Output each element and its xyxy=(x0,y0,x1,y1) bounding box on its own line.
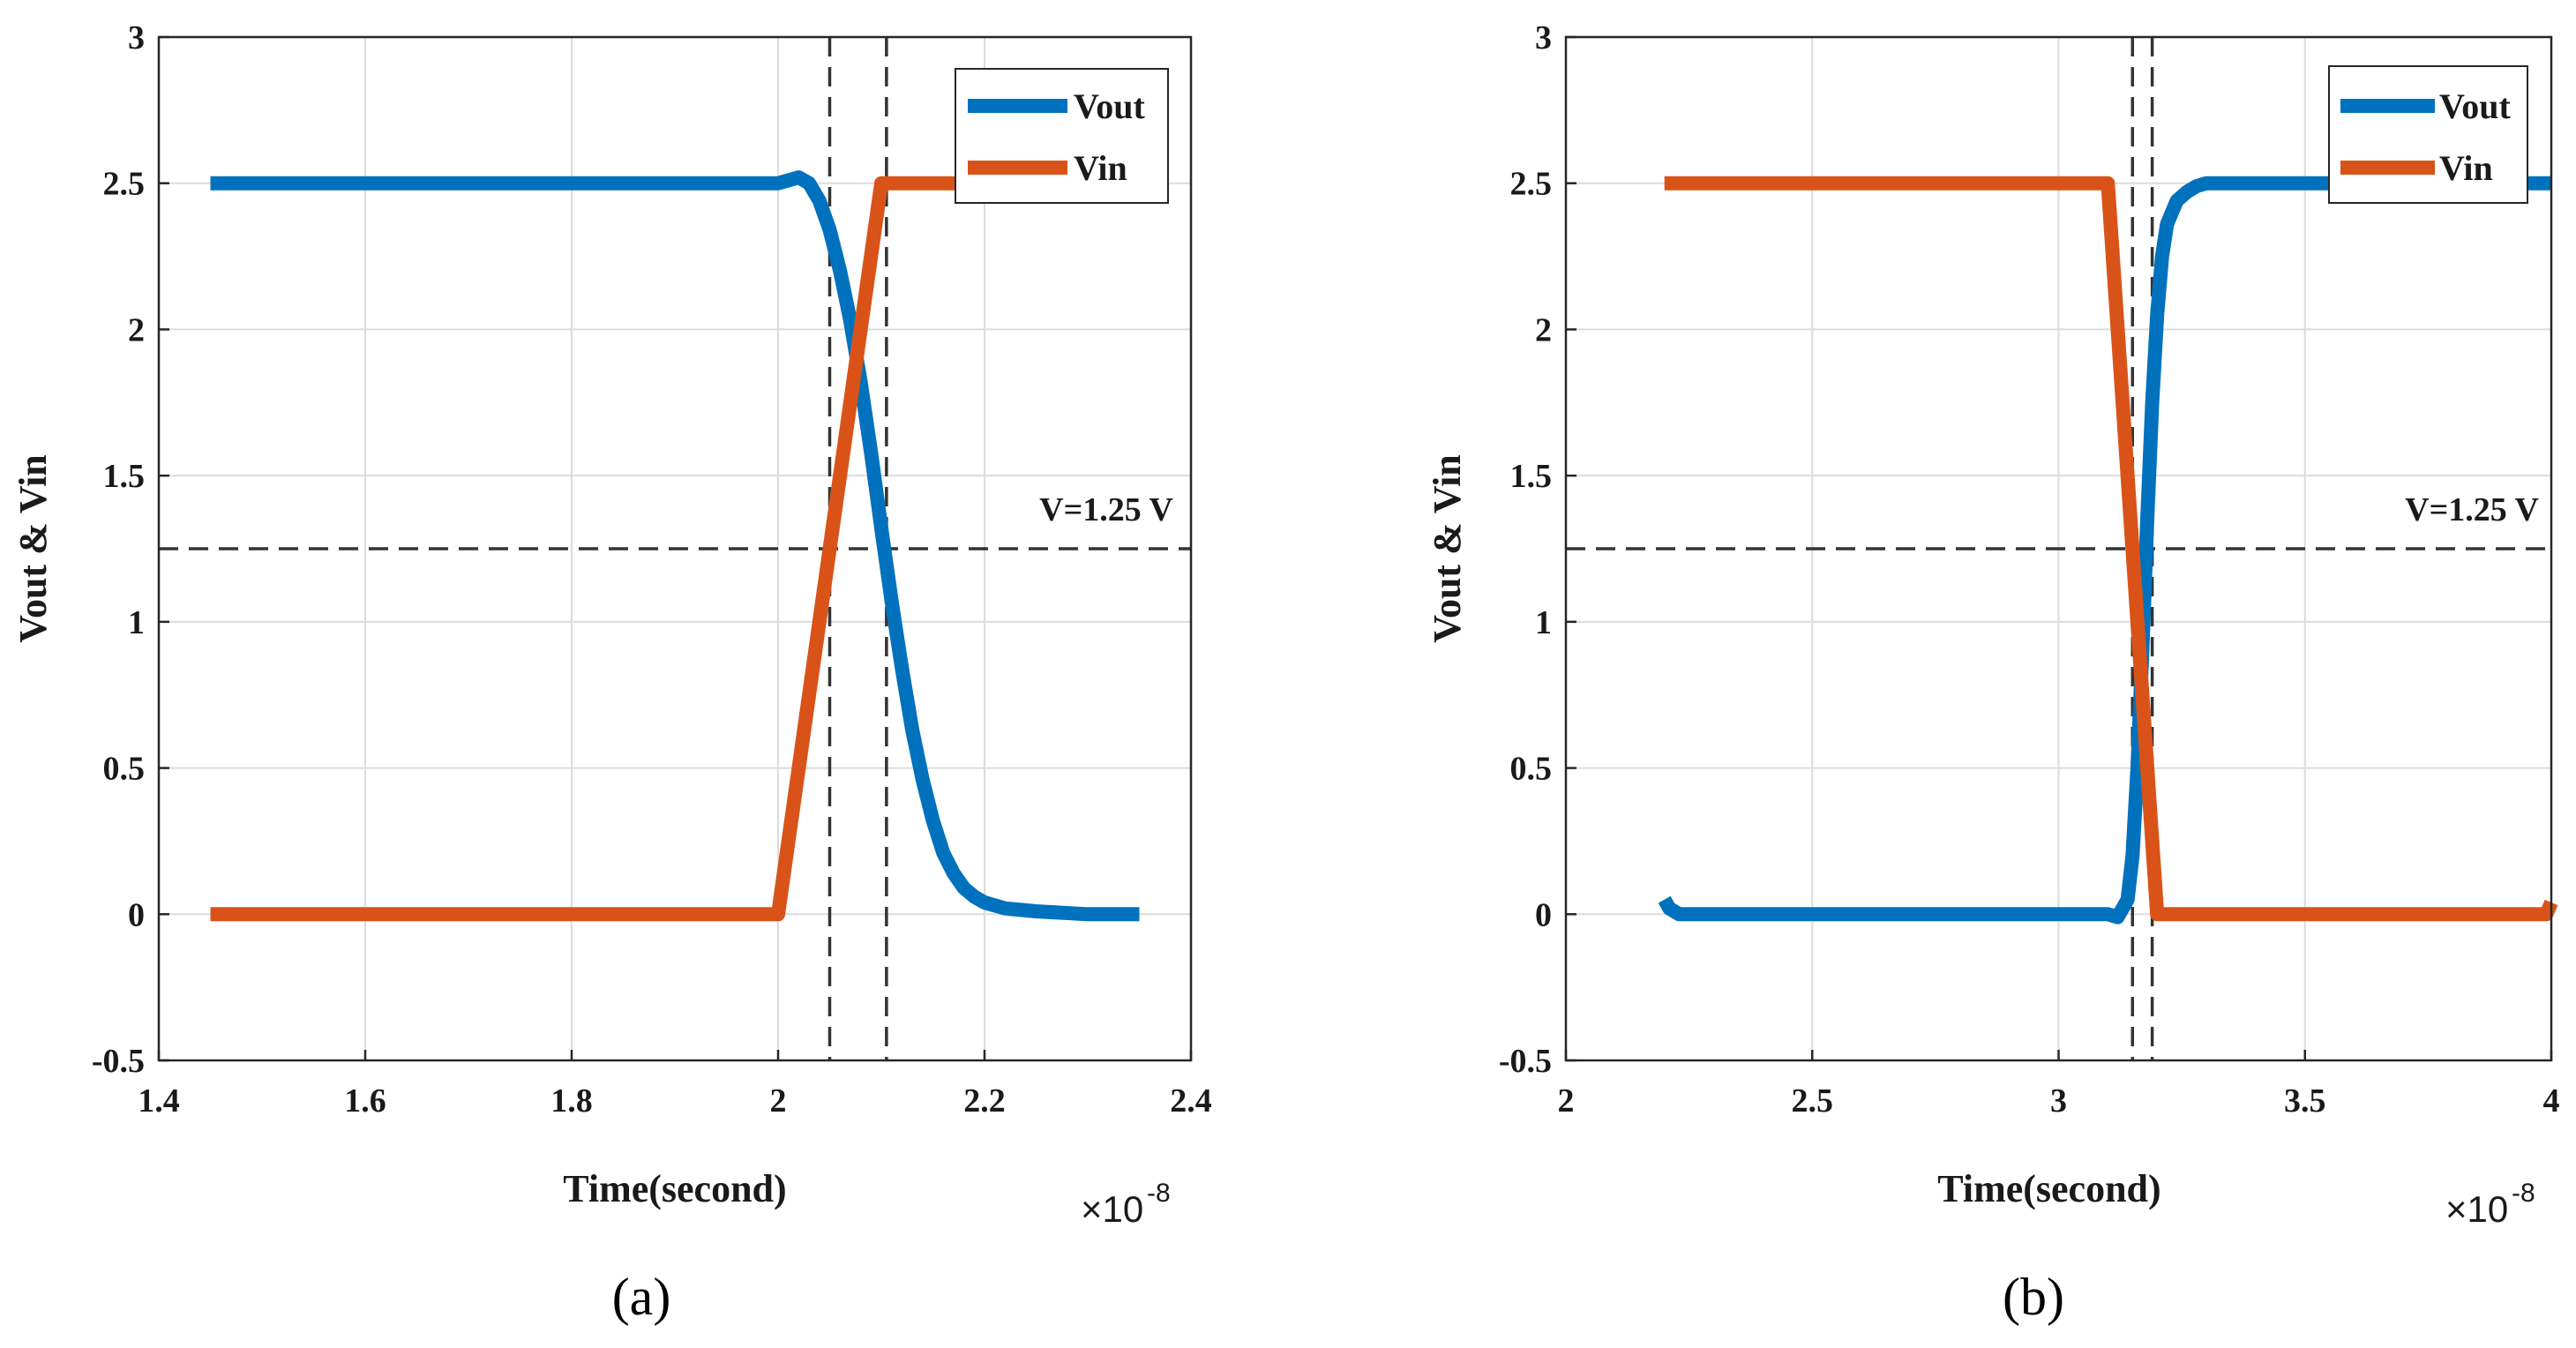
x-ticks-b: 2 2.5 3 3.5 4 xyxy=(1558,1050,2560,1120)
y-tick-label-b-0: -0.5 xyxy=(1499,1043,1552,1080)
y-axis-label-a: Vout & Vin xyxy=(11,454,55,643)
series-line-vout-b xyxy=(1658,176,2551,925)
x-multiplier-exp-b: -8 xyxy=(2512,1179,2535,1208)
y-tick-label-b-7: 3 xyxy=(1535,19,1552,56)
y-ticks-b: -0.5 0 0.5 1 1.5 2 2.5 3 xyxy=(1499,19,1576,1080)
x-tick-label-b-0: 2 xyxy=(1558,1082,1575,1120)
axes-frame-a xyxy=(157,35,1193,1062)
caption-b: (b) xyxy=(2003,1268,2064,1326)
y-tick-label-a-5: 2 xyxy=(128,311,145,348)
legend-label-vin-b: Vin xyxy=(2439,148,2493,188)
y-tick-label-b-4: 1.5 xyxy=(1510,458,1553,495)
x-tick-label-a-5: 2.4 xyxy=(1170,1082,1212,1120)
x-multiplier-exp-a: -8 xyxy=(1147,1179,1171,1208)
legend-label-vin-a: Vin xyxy=(1074,148,1127,188)
y-tick-label-a-2: 0.5 xyxy=(103,751,146,788)
x-tick-label-a-4: 2.2 xyxy=(963,1082,1006,1120)
x-tick-label-a-0: 1.4 xyxy=(138,1082,180,1120)
y-tick-label-a-6: 2.5 xyxy=(103,166,146,203)
legend-a: Vout Vin xyxy=(955,68,1169,204)
x-tick-label-a-1: 1.6 xyxy=(344,1082,386,1120)
y-tick-label-b-5: 2 xyxy=(1535,311,1552,348)
series-line-vout-a xyxy=(210,170,1140,922)
x-tick-label-b-1: 2.5 xyxy=(1792,1082,1834,1120)
series-line-vin-b xyxy=(1664,176,2558,922)
x-multiplier-a: ×10 xyxy=(1081,1188,1143,1230)
x-tick-label-b-4: 4 xyxy=(2543,1082,2560,1120)
y-tick-label-a-0: -0.5 xyxy=(92,1043,145,1080)
x-multiplier-b: ×10 xyxy=(2445,1188,2508,1230)
y-tick-label-a-1: 0 xyxy=(128,896,145,933)
x-ticks-a: 1.4 1.6 1.8 2 2.2 2.4 xyxy=(138,1050,1212,1120)
x-axis-label-b: Time(second) xyxy=(1937,1167,2160,1210)
legend-box-a xyxy=(955,68,1169,204)
threshold-annotation-a: V=1.25 V xyxy=(1039,491,1173,528)
threshold-annotation-b: V=1.25 V xyxy=(2405,491,2539,528)
legend-b: Vout Vin xyxy=(2328,65,2528,204)
chart-panel-b: -0.5 0 0.5 1 1.5 2 2.5 3 2 2.5 3 3.5 4 V=1.25 V Vou… xyxy=(1426,19,2560,1326)
y-tick-label-a-3: 1 xyxy=(128,604,145,641)
x-tick-label-b-3: 3.5 xyxy=(2284,1082,2326,1120)
y-ticks-a: -0.5 0 0.5 1 1.5 2 2.5 3 xyxy=(92,19,169,1080)
x-tick-label-a-2: 1.8 xyxy=(550,1082,593,1120)
y-axis-label-b: Vout & Vin xyxy=(1426,454,1469,643)
legend-box-b xyxy=(2328,65,2528,204)
legend-label-vout-a: Vout xyxy=(1074,86,1145,126)
x-tick-label-b-2: 3 xyxy=(2050,1082,2067,1120)
y-tick-label-a-4: 1.5 xyxy=(103,458,146,495)
caption-a: (a) xyxy=(612,1268,671,1326)
legend-label-vout-b: Vout xyxy=(2439,86,2511,126)
y-tick-label-b-6: 2.5 xyxy=(1510,166,1553,203)
y-tick-label-b-3: 1 xyxy=(1535,604,1552,641)
x-axis-label-a: Time(second) xyxy=(563,1167,786,1210)
chart-panel-a: -0.5 0 0.5 1 1.5 2 2.5 3 1.4 1.6 1.8 2 2.2 2.4 V=1.2… xyxy=(11,19,1212,1326)
series-lines-b xyxy=(1658,176,2558,925)
y-tick-label-b-2: 0.5 xyxy=(1510,751,1553,788)
y-tick-label-b-1: 0 xyxy=(1535,896,1552,933)
x-tick-label-a-3: 2 xyxy=(770,1082,787,1120)
y-tick-label-a-7: 3 xyxy=(128,19,145,56)
